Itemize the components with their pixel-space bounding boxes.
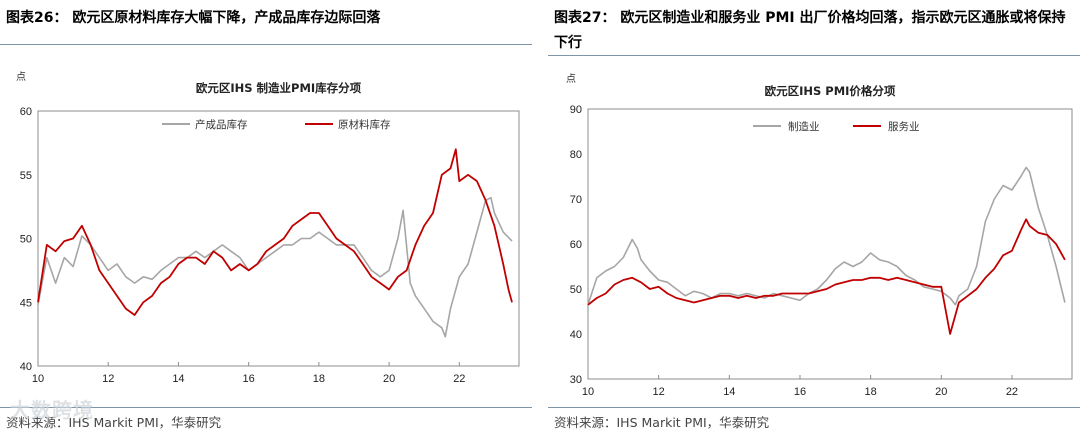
y-tick-label: 90 — [570, 104, 582, 116]
y-tick-label: 70 — [570, 194, 582, 206]
series-line-grey — [587, 166, 1066, 306]
x-tick-label: 12 — [102, 373, 114, 385]
y-tick-label: 50 — [20, 234, 32, 246]
left-panel-source: 资料来源：IHS Markit PMI，华泰研究 — [6, 415, 222, 430]
right-chart-svg: 欧元区IHS PMI价格分项 点 30 40 50 60 70 80 90 10 12 14 16 18 2… — [566, 73, 1073, 398]
chart-title: 欧元区IHS PMI价格分项 — [765, 84, 896, 98]
plot-frame — [37, 110, 520, 367]
x-tick-label: 18 — [865, 386, 877, 398]
y-tick-label: 80 — [570, 149, 582, 161]
series-line-grey — [37, 196, 513, 338]
y-tick-label: 40 — [570, 329, 582, 341]
series-line-red — [37, 148, 513, 316]
y-tick-label: 40 — [20, 361, 32, 373]
y-tick-label: 50 — [570, 284, 582, 296]
y-tick-label: 60 — [20, 106, 32, 118]
x-tick-label: 20 — [383, 373, 395, 385]
left-heading-rule — [0, 44, 532, 45]
x-tick-label: 20 — [935, 386, 947, 398]
right-panel-heading: 图表27： 欧元区制造业和服务业 PMI 出厂价格均回落，指示欧元区通胀或将保持… — [554, 10, 1066, 51]
x-tick-label: 22 — [1006, 386, 1018, 398]
left-chart-svg: 欧元区IHS 制造业PMI库存分项 点 40 45 50 55 60 10 12 14 16 18 20… — [16, 71, 520, 385]
left-panel-heading: 图表26： 欧元区原材料库存大幅下降，产成品库存边际回落 — [6, 10, 381, 26]
plot-frame — [587, 108, 1073, 380]
y-tick-label: 55 — [20, 170, 32, 182]
x-tick-label: 16 — [243, 373, 255, 385]
right-chart-panel: 图表27： 欧元区制造业和服务业 PMI 出厂价格均回落，指示欧元区通胀或将保持… — [548, 0, 1080, 433]
y-unit-label: 点 — [566, 73, 576, 85]
legend-label: 原材料库存 — [338, 118, 391, 131]
x-tick-label: 18 — [313, 373, 325, 385]
legend-label: 产成品库存 — [195, 118, 248, 131]
x-tick-label: 16 — [794, 386, 806, 398]
y-tick-label: 30 — [570, 374, 582, 386]
y-unit-label: 点 — [16, 71, 26, 83]
watermark-text: 大数跨境 — [10, 398, 94, 422]
legend-label: 制造业 — [788, 120, 820, 133]
right-panel-source: 资料来源：IHS Markit PMI，华泰研究 — [554, 415, 770, 430]
right-heading-rule — [548, 55, 1080, 56]
y-tick-label: 60 — [570, 239, 582, 251]
chart-title: 欧元区IHS 制造业PMI库存分项 — [196, 81, 362, 95]
x-tick-label: 12 — [653, 386, 665, 398]
left-footer-rule — [0, 407, 532, 408]
y-tick-label: 45 — [20, 297, 32, 309]
legend-label: 服务业 — [888, 120, 920, 133]
x-tick-label: 10 — [32, 373, 44, 385]
x-tick-label: 14 — [172, 373, 184, 385]
left-chart-panel: 图表26： 欧元区原材料库存大幅下降，产成品库存边际回落 欧元区IHS 制造业P… — [0, 0, 532, 433]
x-tick-label: 22 — [453, 373, 465, 385]
x-tick-label: 10 — [582, 386, 594, 398]
series-line-red — [587, 218, 1066, 335]
x-tick-label: 14 — [723, 386, 735, 398]
right-footer-rule — [548, 407, 1080, 408]
